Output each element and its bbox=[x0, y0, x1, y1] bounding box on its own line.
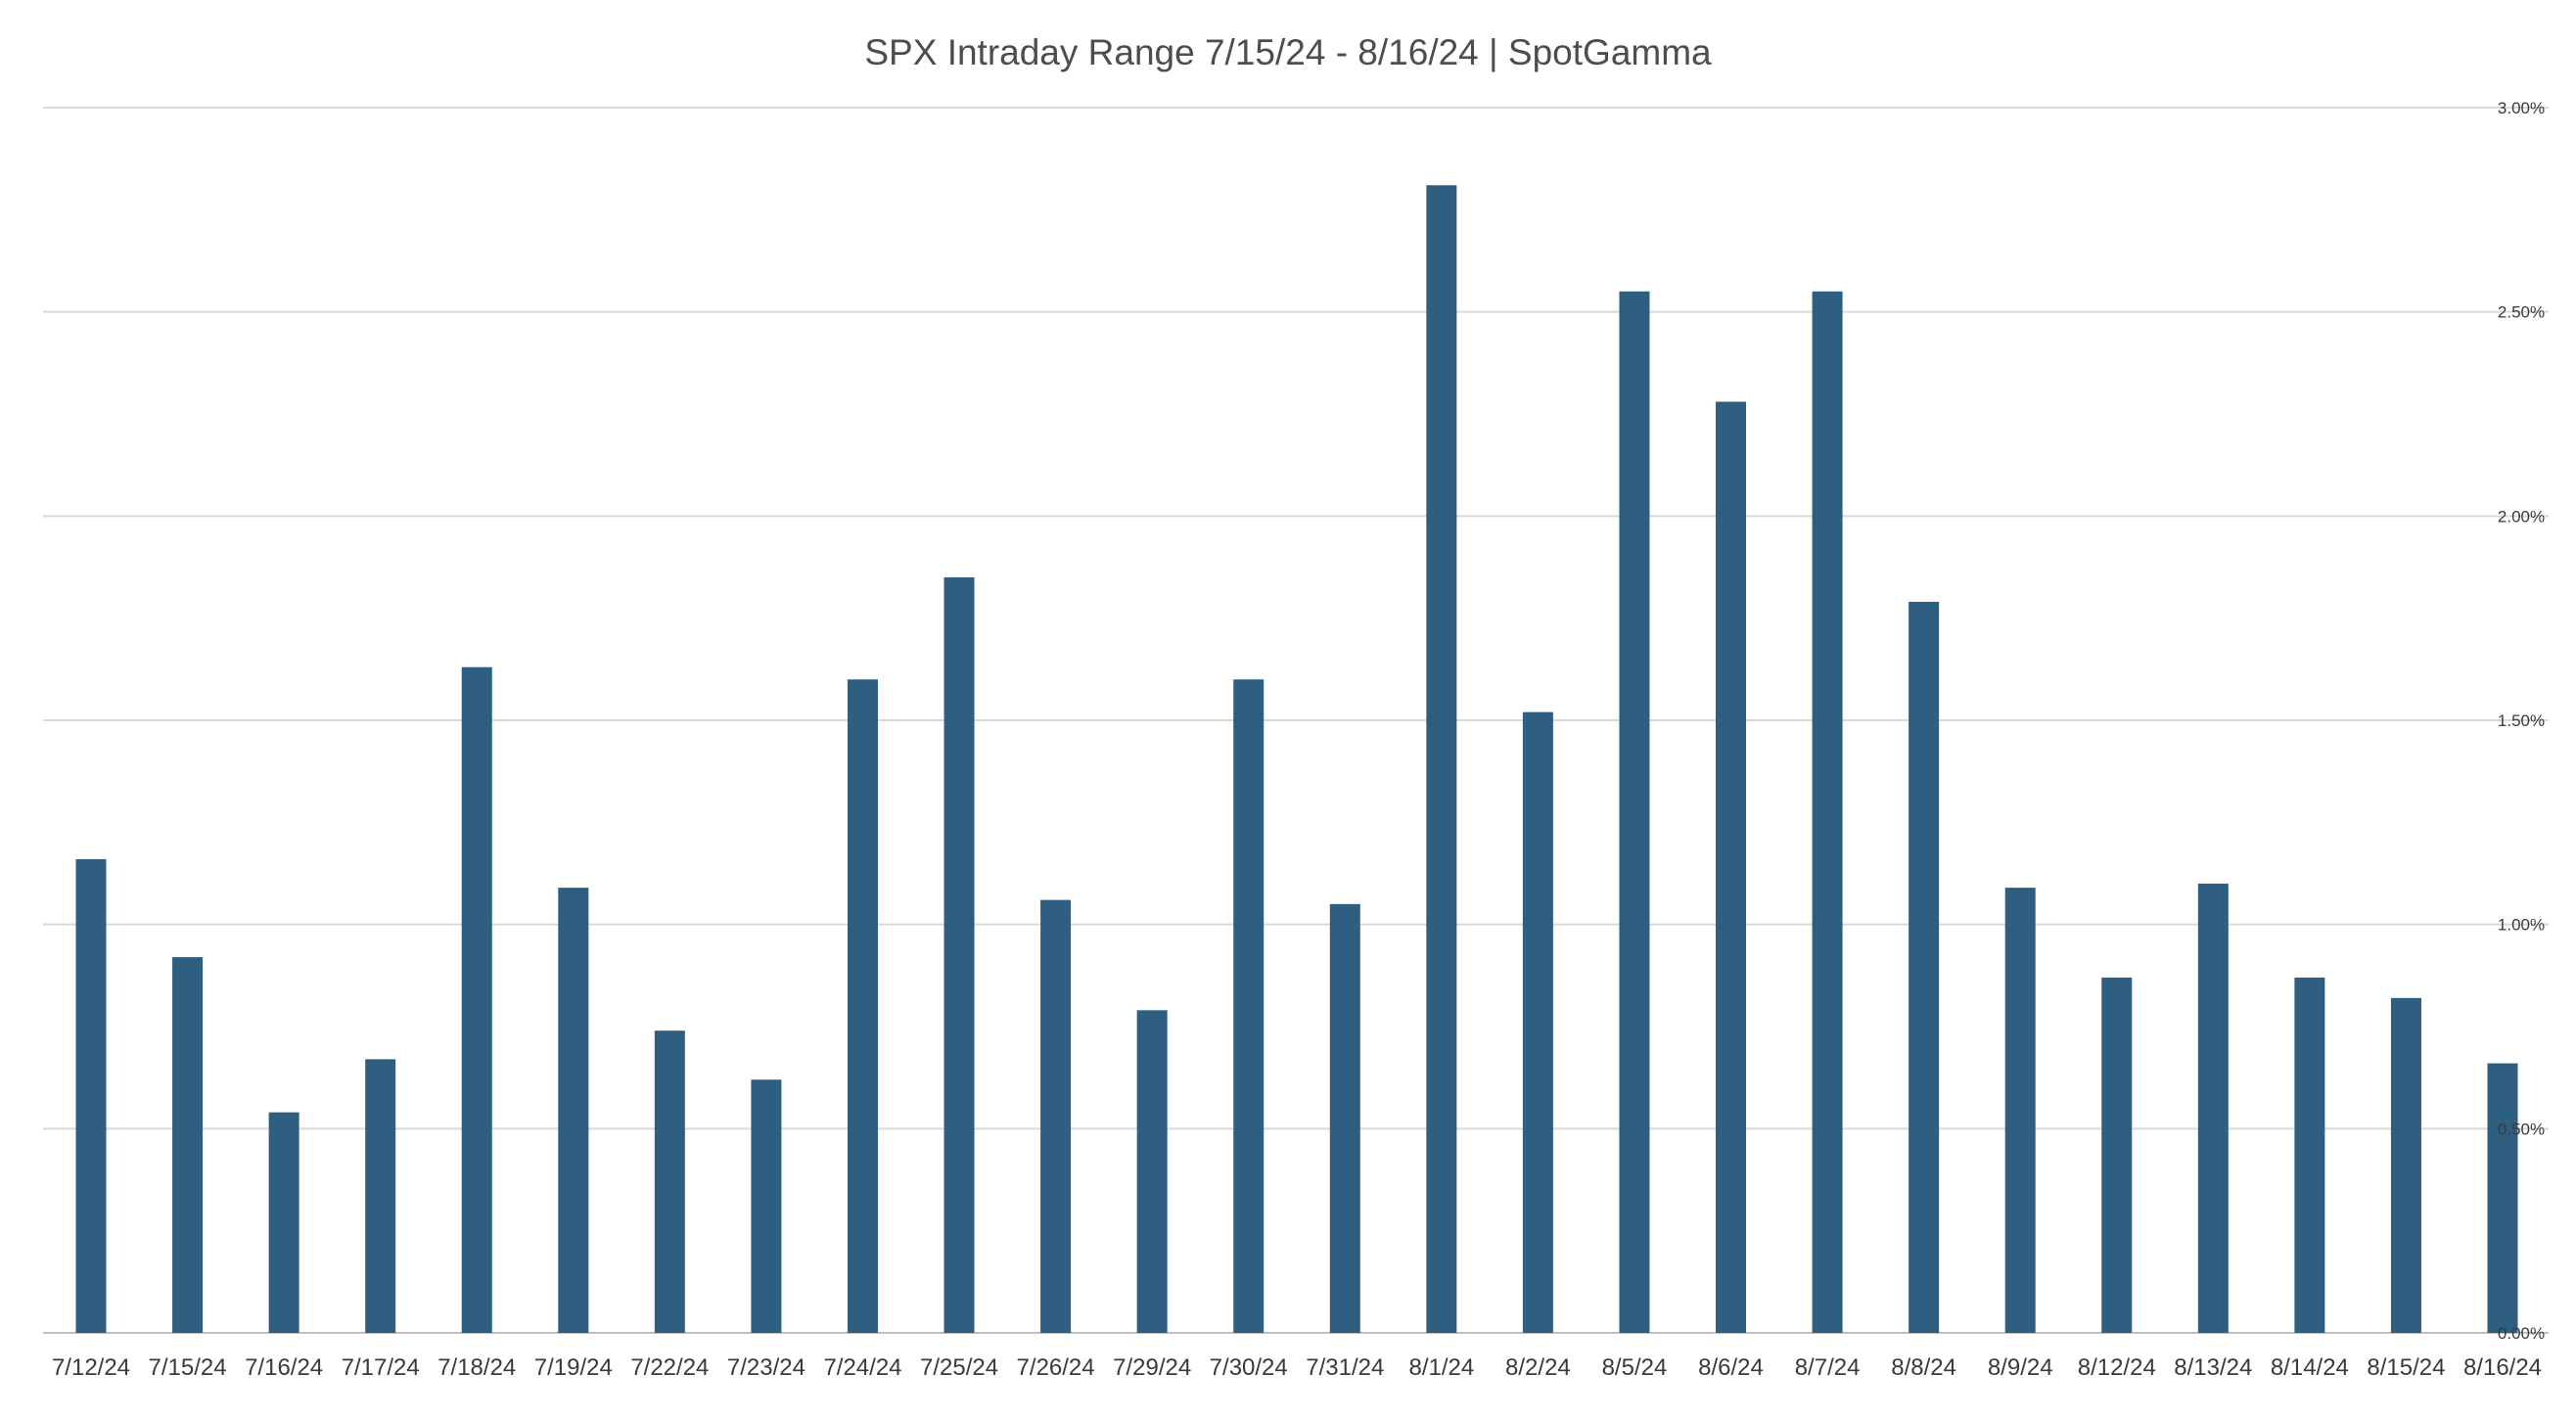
bar-7-19-24 bbox=[558, 888, 589, 1333]
x-tick-label: 8/13/24 bbox=[2174, 1354, 2252, 1381]
bar-8-15-24 bbox=[2390, 997, 2421, 1333]
bar-8-13-24 bbox=[2197, 883, 2229, 1333]
bar-8-8-24 bbox=[1909, 601, 1940, 1333]
bar-7-30-24 bbox=[1233, 679, 1265, 1333]
bar-7-23-24 bbox=[751, 1079, 782, 1333]
bar-7-22-24 bbox=[654, 1030, 685, 1333]
bar-7-15-24 bbox=[172, 957, 204, 1333]
bar-7-12-24 bbox=[75, 858, 107, 1333]
x-tick-label: 7/30/24 bbox=[1210, 1354, 1288, 1381]
x-tick-label: 7/29/24 bbox=[1113, 1354, 1191, 1381]
x-tick-label: 7/12/24 bbox=[52, 1354, 130, 1381]
bar-7-17-24 bbox=[365, 1059, 396, 1333]
x-tick-label: 7/31/24 bbox=[1306, 1354, 1384, 1381]
x-tick-label: 7/25/24 bbox=[920, 1354, 998, 1381]
bar-7-29-24 bbox=[1136, 1010, 1168, 1333]
bar-7-26-24 bbox=[1040, 899, 1072, 1333]
x-tick-label: 8/8/24 bbox=[1891, 1354, 1956, 1381]
x-tick-label: 8/7/24 bbox=[1795, 1354, 1861, 1381]
x-tick-label: 8/9/24 bbox=[1988, 1354, 2053, 1381]
x-tick-label: 7/26/24 bbox=[1017, 1354, 1095, 1381]
bar-8-16-24 bbox=[2487, 1063, 2518, 1333]
x-tick-label: 7/22/24 bbox=[630, 1354, 709, 1381]
y-tick-label: 1.50% bbox=[2498, 711, 2545, 730]
x-tick-label: 8/14/24 bbox=[2271, 1354, 2349, 1381]
bar-7-18-24 bbox=[461, 666, 492, 1333]
bar-7-31-24 bbox=[1329, 903, 1360, 1333]
bars bbox=[75, 185, 2518, 1334]
bar-7-25-24 bbox=[943, 576, 975, 1333]
bar-7-24-24 bbox=[847, 679, 878, 1333]
bar-8-6-24 bbox=[1716, 401, 1747, 1334]
x-tick-label: 8/16/24 bbox=[2463, 1354, 2542, 1381]
x-tick-label: 8/1/24 bbox=[1408, 1354, 1474, 1381]
y-axis-tick-labels: 0.00% 0.50% 1.00% 1.50% 2.00% 2.50% 3.00% bbox=[2498, 99, 2545, 1343]
x-tick-label: 8/12/24 bbox=[2078, 1354, 2156, 1381]
bar-8-14-24 bbox=[2294, 977, 2325, 1333]
x-tick-label: 7/24/24 bbox=[823, 1354, 901, 1381]
x-tick-label: 8/2/24 bbox=[1505, 1354, 1571, 1381]
x-tick-label: 7/15/24 bbox=[149, 1354, 227, 1381]
y-tick-label: 3.00% bbox=[2498, 99, 2545, 117]
x-tick-label: 7/18/24 bbox=[437, 1354, 516, 1381]
x-tick-label: 7/16/24 bbox=[245, 1354, 323, 1381]
x-tick-label: 8/6/24 bbox=[1698, 1354, 1764, 1381]
bar-8-9-24 bbox=[2004, 888, 2036, 1333]
y-tick-label: 2.50% bbox=[2498, 303, 2545, 322]
y-tick-label: 1.00% bbox=[2498, 916, 2545, 935]
x-tick-label: 8/15/24 bbox=[2367, 1354, 2445, 1381]
x-tick-label: 7/23/24 bbox=[727, 1354, 805, 1381]
bar-7-16-24 bbox=[268, 1112, 299, 1333]
y-tick-label: 0.00% bbox=[2498, 1324, 2545, 1343]
chart-title: SPX Intraday Range 7/15/24 - 8/16/24 | S… bbox=[864, 32, 1712, 72]
bar-8-12-24 bbox=[2101, 977, 2133, 1333]
bar-8-7-24 bbox=[1812, 291, 1843, 1333]
x-tick-label: 7/17/24 bbox=[342, 1354, 420, 1381]
bar-8-5-24 bbox=[1619, 291, 1650, 1333]
x-tick-label: 8/5/24 bbox=[1602, 1354, 1668, 1381]
bar-8-1-24 bbox=[1426, 185, 1457, 1333]
y-tick-label: 0.50% bbox=[2498, 1120, 2545, 1138]
bar-8-2-24 bbox=[1522, 711, 1553, 1333]
y-tick-label: 2.00% bbox=[2498, 507, 2545, 526]
x-tick-label: 7/19/24 bbox=[534, 1354, 613, 1381]
x-axis-tick-labels: 7/12/24 7/15/24 7/16/24 7/17/24 7/18/24 7/19/… bbox=[52, 1354, 2542, 1381]
gridlines bbox=[43, 107, 2549, 1334]
